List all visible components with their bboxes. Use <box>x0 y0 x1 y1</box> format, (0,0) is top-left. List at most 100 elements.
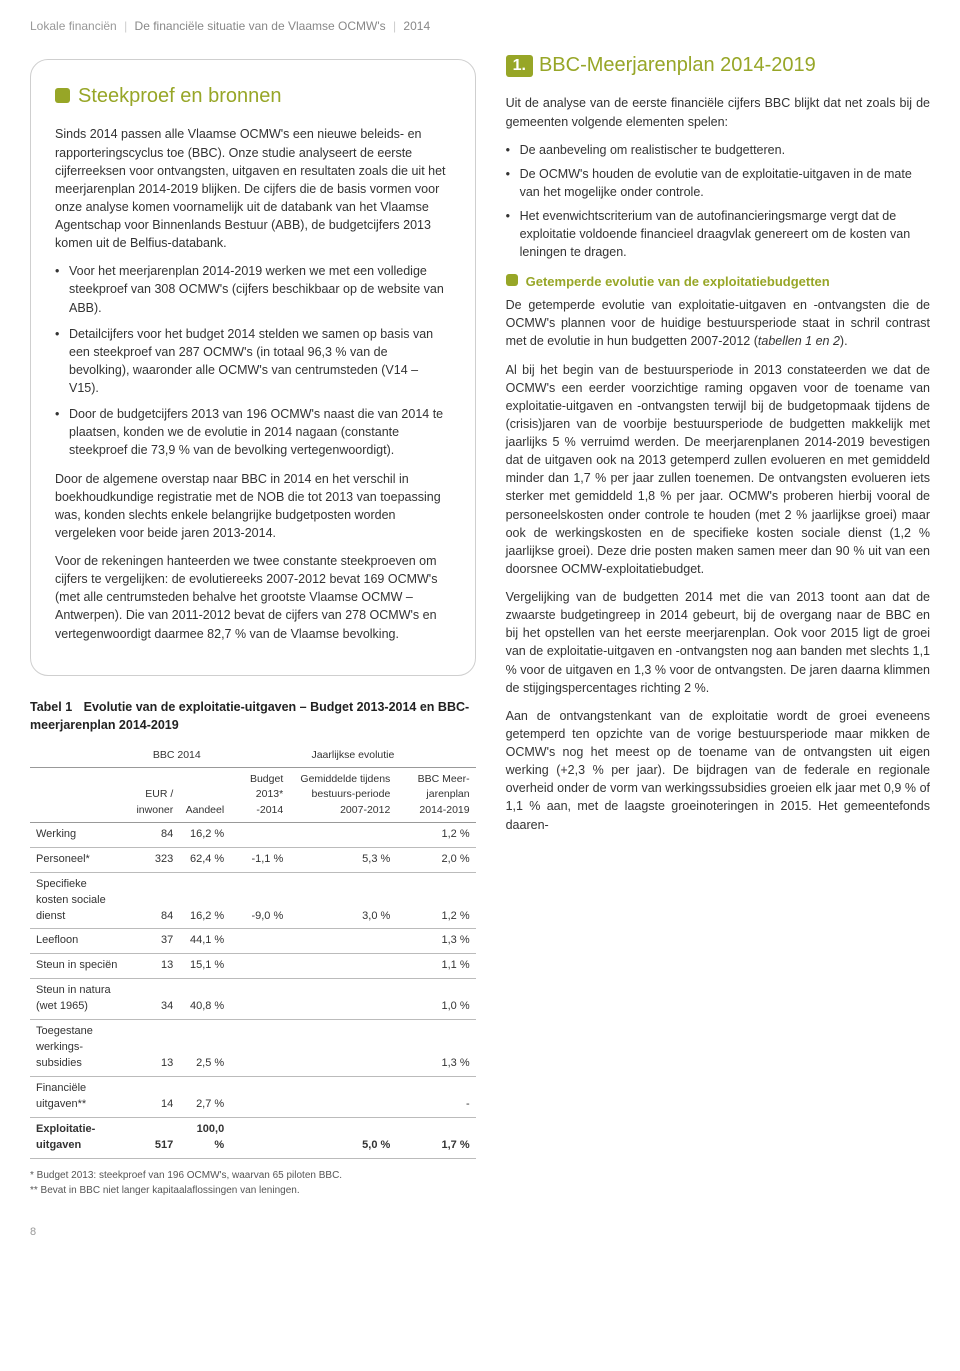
table-cell: 34 <box>123 979 179 1020</box>
table-cell <box>230 979 289 1020</box>
table-cell: 14 <box>123 1077 179 1118</box>
table-ref: tabellen 1 en 2 <box>758 334 840 348</box>
table-cell: 16,2 % <box>179 822 230 847</box>
table-cell <box>230 1117 289 1158</box>
table-row: Personeel*32362,4 %-1,1 %5,3 %2,0 % <box>30 847 476 872</box>
table1-label: Tabel 1 <box>30 700 72 714</box>
table1: BBC 2014 Jaarlijkse evolutie EUR / inwon… <box>30 744 476 1159</box>
table-row: Toegestane werkings-subsidies132,5 % 1,3 … <box>30 1020 476 1077</box>
table-cell: 2,7 % <box>179 1077 230 1118</box>
table-cell: 84 <box>123 872 179 929</box>
table-cell <box>230 1020 289 1077</box>
info-box: Steekproef en bronnen Sinds 2014 passen … <box>30 59 476 675</box>
table-cell: -1,1 % <box>230 847 289 872</box>
bullet-icon <box>506 274 518 286</box>
box-title-text: Steekproef en bronnen <box>78 85 282 107</box>
right-p4: Aan de ontvangstenkant van de exploitati… <box>506 707 930 834</box>
section-number-badge: 1. <box>506 55 533 77</box>
table-cell: 1,3 % <box>396 929 475 954</box>
right-li3: Het evenwichtscriterium van de autofinan… <box>506 207 930 261</box>
table-cell: 16,2 % <box>179 872 230 929</box>
table-cell <box>289 1020 396 1077</box>
th-col3: Aandeel <box>179 768 230 823</box>
th-col5: Gemiddelde tijdens bestuurs-periode 2007… <box>289 768 396 823</box>
table-cell: Toegestane werkings-subsidies <box>30 1020 123 1077</box>
table-cell <box>230 1077 289 1118</box>
box-li3: Door de budgetcijfers 2013 van 196 OCMW'… <box>55 405 451 459</box>
sub-heading-text: Getemperde evolutie van de exploitatiebu… <box>526 274 830 289</box>
box-list: Voor het meerjarenplan 2014-2019 werken … <box>55 262 451 459</box>
box-p2: Door de algemene overstap naar BBC in 20… <box>55 470 451 543</box>
table-cell: 40,8 % <box>179 979 230 1020</box>
header-title: De financiële situatie van de Vlaamse OC… <box>135 19 386 33</box>
table-row: Exploitatie-uitgaven517100,0 %5,0 %1,7 % <box>30 1117 476 1158</box>
bullet-icon <box>55 88 70 103</box>
table-cell: 1,2 % <box>396 872 475 929</box>
table-row: Financiële uitgaven**142,7 %- <box>30 1077 476 1118</box>
table-cell <box>289 954 396 979</box>
table-cell <box>230 954 289 979</box>
th-col4: Budget 2013* -2014 <box>230 768 289 823</box>
table-cell: 1,1 % <box>396 954 475 979</box>
table-cell: 62,4 % <box>179 847 230 872</box>
header-year: 2014 <box>403 19 430 33</box>
table1-caption: Tabel 1 Evolutie van de exploitatie-uitg… <box>30 698 476 734</box>
left-column: Steekproef en bronnen Sinds 2014 passen … <box>30 51 476 1198</box>
table-cell: 1,0 % <box>396 979 475 1020</box>
right-p1: De getemperde evolutie van exploitatie-u… <box>506 296 930 350</box>
table-row: Steun in speciën1315,1 %1,1 % <box>30 954 476 979</box>
table1-caption-text: Evolutie van de exploitatie-uitgaven – B… <box>30 700 469 732</box>
table-cell: 44,1 % <box>179 929 230 954</box>
sub-heading: Getemperde evolutie van de exploitatiebu… <box>506 273 930 292</box>
th-group2: Jaarlijkse evolutie <box>230 744 475 768</box>
right-p3: Vergelijking van de budgetten 2014 met d… <box>506 588 930 697</box>
table-cell: Leefloon <box>30 929 123 954</box>
table-cell: 13 <box>123 1020 179 1077</box>
table-cell <box>289 822 396 847</box>
section-heading: 1. BBC-Meerjarenplan 2014-2019 <box>506 51 930 80</box>
table-cell: Exploitatie-uitgaven <box>30 1117 123 1158</box>
table-cell: 2,0 % <box>396 847 475 872</box>
table-cell <box>230 929 289 954</box>
table-row: Werking8416,2 %1,2 % <box>30 822 476 847</box>
box-p1: Sinds 2014 passen alle Vlaamse OCMW's ee… <box>55 125 451 252</box>
table1-footnotes: * Budget 2013: steekproef van 196 OCMW's… <box>30 1169 476 1197</box>
table-cell: 323 <box>123 847 179 872</box>
table-cell <box>289 929 396 954</box>
table-row: Specifieke kosten sociale dienst8416,2 %… <box>30 872 476 929</box>
th-col6: BBC Meer-jarenplan 2014-2019 <box>396 768 475 823</box>
table-cell: 1,3 % <box>396 1020 475 1077</box>
header-category: Lokale financiën <box>30 19 117 33</box>
th-group1: BBC 2014 <box>123 744 230 768</box>
table-cell <box>289 979 396 1020</box>
table-cell: Werking <box>30 822 123 847</box>
table-cell: 1,2 % <box>396 822 475 847</box>
table-cell <box>230 822 289 847</box>
table-cell: Steun in natura (wet 1965) <box>30 979 123 1020</box>
right-p2: Al bij het begin van de bestuursperiode … <box>506 361 930 579</box>
table-cell: Financiële uitgaven** <box>30 1077 123 1118</box>
table-cell: 1,7 % <box>396 1117 475 1158</box>
table-cell: 2,5 % <box>179 1020 230 1077</box>
th-col2: EUR / inwoner <box>123 768 179 823</box>
right-column: 1.BBC-Meerjarenplan 2014-2019 Uit de ana… <box>506 51 930 1198</box>
table-row: Leefloon3744,1 % 1,3 % <box>30 929 476 954</box>
table-cell <box>289 1077 396 1118</box>
page-number: 8 <box>0 1219 960 1257</box>
section-heading-text: BBC-Meerjarenplan 2014-2019 <box>539 54 816 76</box>
table-cell: Personeel* <box>30 847 123 872</box>
separator: | <box>124 19 127 33</box>
table-cell: 37 <box>123 929 179 954</box>
table-cell: 13 <box>123 954 179 979</box>
table-cell: -9,0 % <box>230 872 289 929</box>
right-list: De aanbeveling om realistischer te budge… <box>506 141 930 262</box>
right-li1: De aanbeveling om realistischer te budge… <box>506 141 930 159</box>
table-cell: 517 <box>123 1117 179 1158</box>
th-empty <box>30 744 123 768</box>
footnote-1: * Budget 2013: steekproef van 196 OCMW's… <box>30 1169 476 1182</box>
box-title: Steekproef en bronnen <box>55 82 451 111</box>
box-li2: Detailcijfers voor het budget 2014 steld… <box>55 325 451 398</box>
page-body: Steekproef en bronnen Sinds 2014 passen … <box>0 43 960 1218</box>
separator: | <box>393 19 396 33</box>
box-p3: Voor de rekeningen hanteerden we twee co… <box>55 552 451 643</box>
